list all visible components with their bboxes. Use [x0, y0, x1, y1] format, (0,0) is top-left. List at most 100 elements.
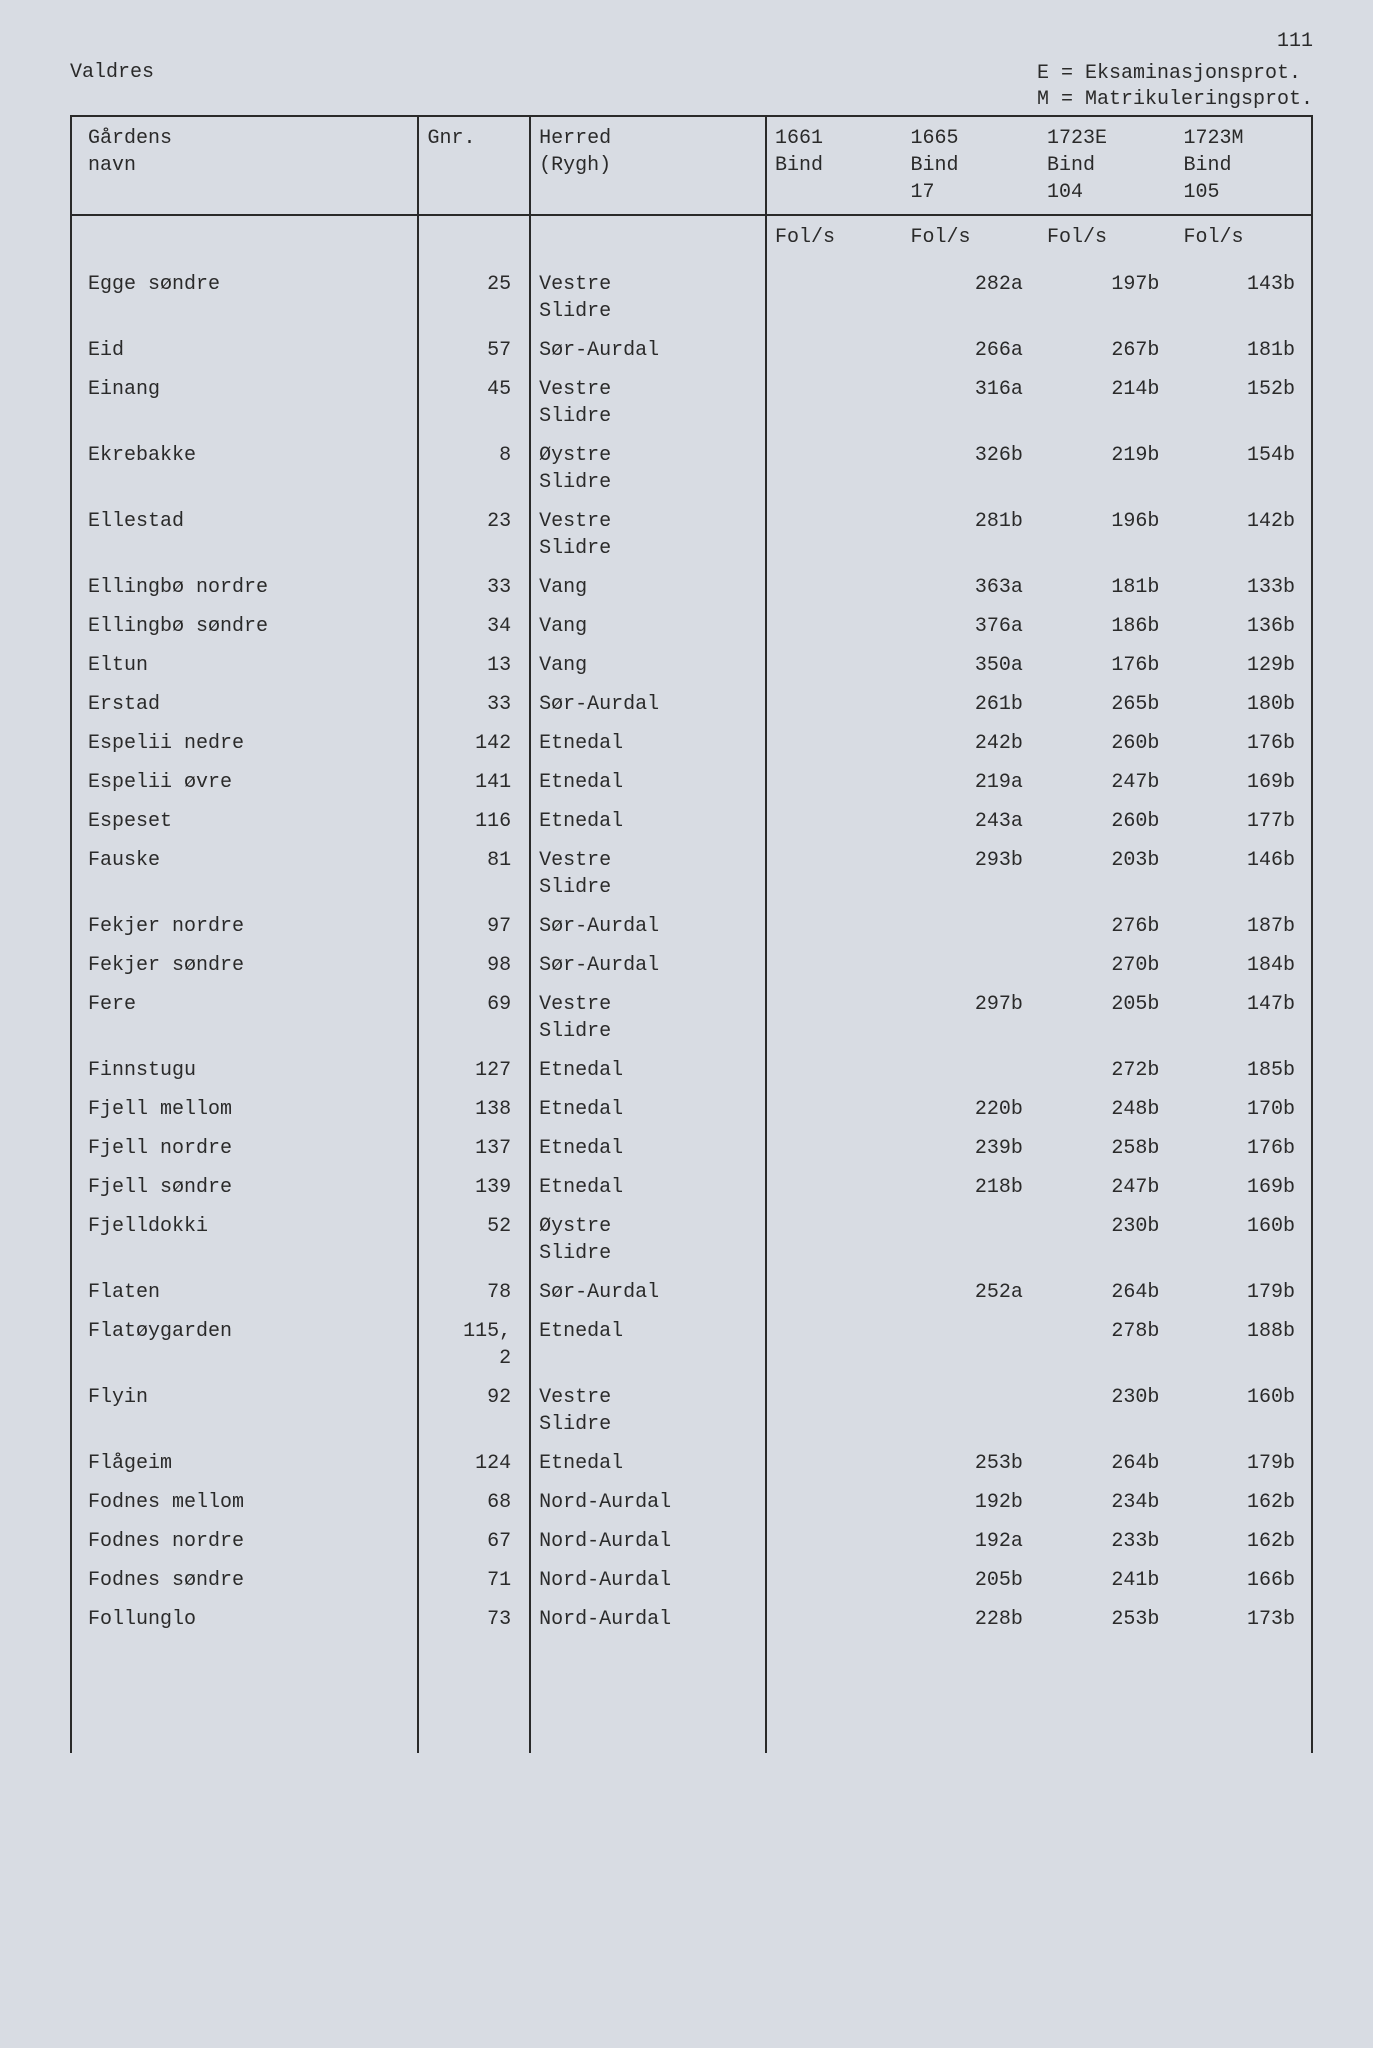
cell-name: Fekjer nordre — [71, 907, 418, 946]
table-row: Egge søndre25VestreSlidre282a197b143b — [71, 265, 1312, 331]
cell-1661 — [766, 763, 903, 802]
cell-1723M: 162b — [1175, 1483, 1312, 1522]
sub-empty-1 — [71, 215, 418, 265]
cell-1723E: 248b — [1039, 1090, 1176, 1129]
cell-1723E: 176b — [1039, 646, 1176, 685]
cell-1661 — [766, 1522, 903, 1561]
table-row: Follunglo73Nord-Aurdal228b253b173b — [71, 1600, 1312, 1753]
cell-1665 — [902, 907, 1039, 946]
cell-1661 — [766, 607, 903, 646]
table-row: Ellingbø søndre34Vang376a186b136b — [71, 607, 1312, 646]
cell-gnr: 52 — [418, 1207, 530, 1273]
table-row: Eltun13Vang350a176b129b — [71, 646, 1312, 685]
cell-herred: Vang — [530, 568, 766, 607]
sub-fols-3: Fol/s — [1039, 215, 1176, 265]
cell-1723E: 234b — [1039, 1483, 1176, 1522]
col-1661-header: 1661 Bind — [766, 116, 903, 215]
cell-1723M: 152b — [1175, 370, 1312, 436]
cell-1661 — [766, 436, 903, 502]
cell-1665: 192b — [902, 1483, 1039, 1522]
col-herred-header: Herred (Rygh) — [530, 116, 766, 215]
cell-herred: Nord-Aurdal — [530, 1561, 766, 1600]
cell-1665 — [902, 1051, 1039, 1090]
cell-herred: Etnedal — [530, 763, 766, 802]
cell-1665: 239b — [902, 1129, 1039, 1168]
cell-herred: Nord-Aurdal — [530, 1522, 766, 1561]
cell-1723E: 181b — [1039, 568, 1176, 607]
table-body: Fol/s Fol/s Fol/s Fol/s Egge søndre25Ves… — [71, 215, 1312, 1753]
cell-name: Ellingbø nordre — [71, 568, 418, 607]
cell-1723M: 147b — [1175, 985, 1312, 1051]
cell-name: Fodnes mellom — [71, 1483, 418, 1522]
table-row: Erstad33Sør-Aurdal261b265b180b — [71, 685, 1312, 724]
cell-herred: Sør-Aurdal — [530, 1273, 766, 1312]
col-herred-l1: Herred — [539, 127, 611, 150]
cell-1665 — [902, 1207, 1039, 1273]
cell-herred: VestreSlidre — [530, 265, 766, 331]
cell-1661 — [766, 946, 903, 985]
cell-name: Fekjer søndre — [71, 946, 418, 985]
cell-1665: 242b — [902, 724, 1039, 763]
cell-1723M: 136b — [1175, 607, 1312, 646]
data-table: Gårdens navn Gnr. Herred (Rygh) 1661 Bin… — [70, 115, 1313, 1753]
cell-herred: Etnedal — [530, 1444, 766, 1483]
cell-1661 — [766, 802, 903, 841]
c1723E-l1: 1723E — [1047, 127, 1107, 150]
cell-1723M: 169b — [1175, 1168, 1312, 1207]
cell-name: Fjell mellom — [71, 1090, 418, 1129]
col-1723E-header: 1723E Bind 104 — [1039, 116, 1176, 215]
cell-1723E: 230b — [1039, 1378, 1176, 1444]
cell-1723M: 154b — [1175, 436, 1312, 502]
cell-herred: Sør-Aurdal — [530, 331, 766, 370]
cell-herred: Nord-Aurdal — [530, 1600, 766, 1753]
cell-1665: 363a — [902, 568, 1039, 607]
cell-1661 — [766, 1090, 903, 1129]
header-row: Valdres E = Eksaminasjonsprot. M = Matri… — [70, 61, 1313, 113]
cell-gnr: 23 — [418, 502, 530, 568]
cell-gnr: 116 — [418, 802, 530, 841]
cell-1665: 220b — [902, 1090, 1039, 1129]
cell-name: Fjell søndre — [71, 1168, 418, 1207]
cell-herred: VestreSlidre — [530, 985, 766, 1051]
cell-1723M: 142b — [1175, 502, 1312, 568]
cell-1661 — [766, 1561, 903, 1600]
table-row: Flyin92VestreSlidre230b160b — [71, 1378, 1312, 1444]
sub-fols-4: Fol/s — [1175, 215, 1312, 265]
cell-name: Einang — [71, 370, 418, 436]
col-gnr-header: Gnr. — [418, 116, 530, 215]
cell-gnr: 142 — [418, 724, 530, 763]
cell-name: Eid — [71, 331, 418, 370]
table-row: Fjelldokki52ØystreSlidre230b160b — [71, 1207, 1312, 1273]
cell-1723E: 270b — [1039, 946, 1176, 985]
cell-gnr: 98 — [418, 946, 530, 985]
cell-1665: 228b — [902, 1600, 1039, 1753]
cell-1661 — [766, 646, 903, 685]
cell-name: Finnstugu — [71, 1051, 418, 1090]
cell-1661 — [766, 1129, 903, 1168]
cell-gnr: 78 — [418, 1273, 530, 1312]
legend-line-1: E = Eksaminasjonsprot. — [1037, 61, 1313, 87]
cell-1723M: 162b — [1175, 1522, 1312, 1561]
page-number: 111 — [70, 30, 1313, 53]
c1665-l2: Bind — [910, 154, 958, 177]
table-head: Gårdens navn Gnr. Herred (Rygh) 1661 Bin… — [71, 116, 1312, 215]
cell-name: Egge søndre — [71, 265, 418, 331]
cell-gnr: 127 — [418, 1051, 530, 1090]
cell-herred: Etnedal — [530, 1090, 766, 1129]
cell-herred: Etnedal — [530, 1129, 766, 1168]
cell-gnr: 69 — [418, 985, 530, 1051]
cell-herred: Etnedal — [530, 1312, 766, 1378]
cell-1665: 326b — [902, 436, 1039, 502]
cell-1665: 350a — [902, 646, 1039, 685]
cell-herred: Vang — [530, 646, 766, 685]
cell-name: Fodnes nordre — [71, 1522, 418, 1561]
cell-1723E: 197b — [1039, 265, 1176, 331]
cell-1723E: 233b — [1039, 1522, 1176, 1561]
table-row: Fjell nordre137Etnedal239b258b176b — [71, 1129, 1312, 1168]
sub-fols-1: Fol/s — [766, 215, 903, 265]
cell-herred: Etnedal — [530, 1168, 766, 1207]
cell-gnr: 34 — [418, 607, 530, 646]
cell-1723M: 143b — [1175, 265, 1312, 331]
cell-1723M: 179b — [1175, 1444, 1312, 1483]
cell-name: Follunglo — [71, 1600, 418, 1753]
